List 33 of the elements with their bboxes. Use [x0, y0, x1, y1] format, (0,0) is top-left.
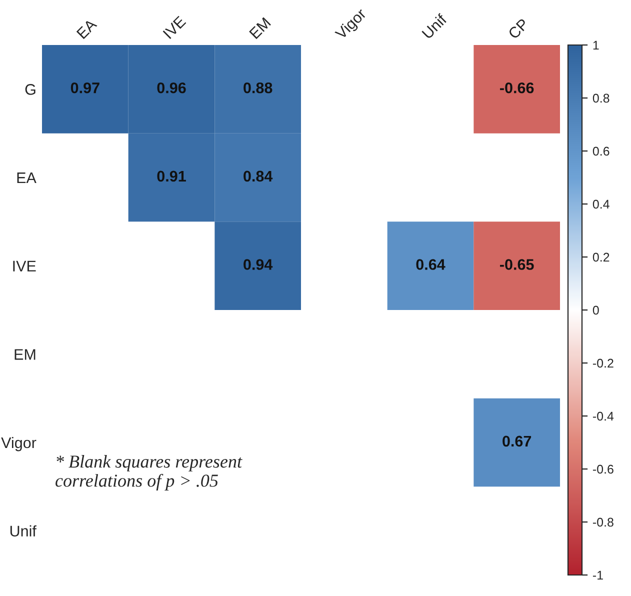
annotation: * Blank squares represent correlations of p > .05: [56, 455, 242, 490]
x-tick-label: IVE: [162, 16, 186, 39]
x-tick-label: EM: [249, 17, 271, 40]
x-tick-label: CP: [508, 18, 530, 40]
color-bar-label: -0.4: [592, 412, 614, 421]
color-bar-label: 0: [592, 306, 599, 315]
data-label: 0.94: [244, 259, 273, 270]
y-tick-label: EM: [14, 349, 36, 360]
data-label: 0.96: [157, 82, 186, 94]
data-label: 0.97: [70, 82, 100, 94]
y-tick-label: Vigor: [1, 436, 36, 452]
data-label: 0.91: [157, 170, 186, 182]
x-tick-label: EA: [76, 18, 98, 40]
color-bar-label: 0.8: [592, 94, 610, 103]
color-bar-label: -0.8: [592, 518, 614, 527]
color-bar-label: -1: [592, 570, 603, 580]
data-label: 0.67: [502, 436, 532, 447]
color-bar-label: 0.2: [592, 252, 610, 262]
data-label: -0.65: [500, 259, 534, 270]
x-tick-label: Unif: [421, 12, 448, 40]
data-label: 0.84: [244, 170, 273, 182]
color-bar-label: 0.6: [592, 146, 610, 156]
color-bar-label: -0.2: [592, 358, 614, 368]
y-tick-label: G: [25, 84, 36, 95]
data-label: -0.66: [500, 82, 534, 94]
y-tick-label: Unif: [10, 525, 36, 537]
color-bar-label: -0.6: [592, 464, 614, 474]
data-label: 0.88: [244, 82, 272, 94]
data-label: 0.64: [416, 259, 446, 270]
color-bar-label: 1: [593, 40, 599, 50]
y-tick-label: EA: [17, 172, 36, 184]
color-bar-label: 0.4: [592, 200, 610, 209]
y-tick-label: IVE: [13, 260, 36, 272]
